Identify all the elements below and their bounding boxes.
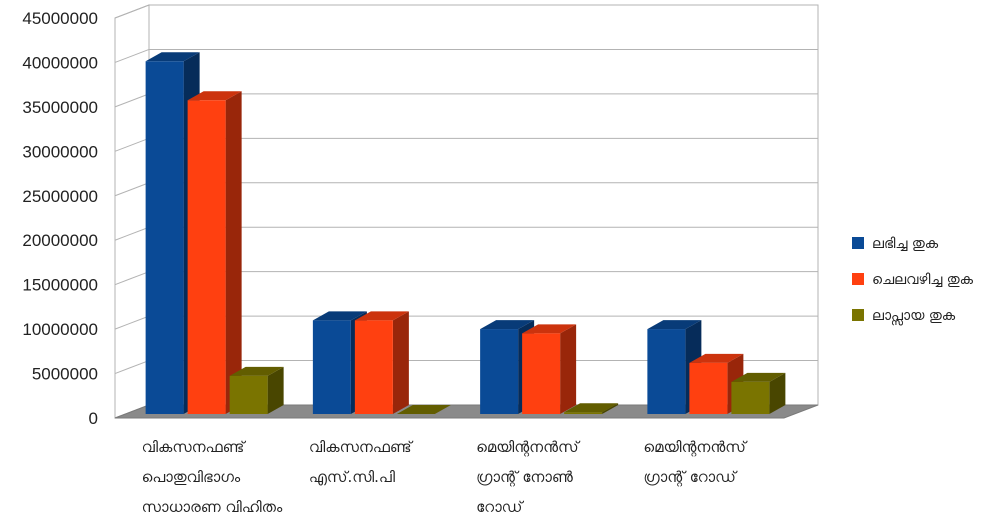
legend-swatch — [852, 237, 864, 249]
left-wall — [114, 4, 150, 419]
bar-side — [602, 403, 619, 414]
bar-side — [225, 91, 242, 415]
y-tick-label: 0 — [89, 409, 98, 428]
legend-swatch — [852, 309, 864, 321]
y-tick-label: 45000000 — [22, 9, 98, 28]
y-tick-label: 40000000 — [22, 53, 98, 72]
gridline-depth — [114, 4, 150, 19]
y-tick-label: 20000000 — [22, 231, 98, 250]
bar-front — [229, 375, 268, 414]
bar-front — [647, 329, 686, 414]
gridline-depth — [114, 360, 150, 375]
x-category-label: മെയിന്റനൻസ് ഗ്രാന്റ് നോൺ റോഡ് — [476, 438, 581, 516]
bar-side — [560, 324, 577, 414]
bar-front — [689, 362, 728, 414]
gridline-depth — [114, 315, 150, 330]
x-category-line: എസ്.സി.പി — [309, 468, 396, 486]
gridline-depth — [114, 182, 150, 197]
bar-side — [769, 372, 786, 414]
bar-front — [522, 333, 561, 414]
bar-front — [731, 381, 770, 414]
bar-top — [564, 403, 619, 413]
bar — [187, 91, 242, 415]
gridlines — [114, 4, 818, 419]
y-tick-label: 35000000 — [22, 98, 98, 117]
x-category-line: ഗ്രാന്റ് റോഡ് — [643, 468, 738, 487]
bar-top — [480, 320, 535, 330]
floor — [114, 404, 819, 419]
x-category-line: മെയിന്റനൻസ് — [476, 438, 581, 457]
bars — [145, 52, 786, 415]
bar-front — [564, 412, 603, 414]
bar-top — [354, 311, 409, 321]
y-axis-ticks: 0 5000000 10000000 15000000 20000000 25000000… — [22, 9, 98, 428]
y-tick-label: 15000000 — [22, 276, 98, 295]
bar-top — [396, 405, 451, 414]
gridline-depth — [114, 137, 150, 152]
bar-top — [647, 320, 702, 330]
chart-floor — [114, 404, 819, 419]
bar-top — [229, 366, 284, 376]
bar-side — [267, 366, 284, 414]
legend-swatch — [852, 273, 864, 285]
bar — [564, 403, 619, 414]
y-tick-label: 5000000 — [32, 365, 98, 384]
bar-front — [312, 320, 351, 414]
x-category-line: സാധാരണ വിഹിതം — [142, 498, 283, 516]
legend-label: ചെലവഴിച്ച തുക — [872, 272, 974, 288]
x-category-line: പൊതുവിഭാഗം — [142, 468, 241, 486]
x-category-line: മെയിന്റനൻസ് — [643, 438, 748, 457]
bar-top — [145, 52, 200, 62]
gridline-depth — [114, 271, 150, 286]
legend-label: ലഭിച്ച തുക — [872, 236, 939, 252]
x-category-label: വികസനഫണ്ട് പൊതുവിഭാഗം സാധാരണ വിഹിതം — [142, 438, 283, 516]
x-category-line: ഗ്രാന്റ് നോൺ — [476, 468, 573, 487]
gridline-depth — [114, 93, 150, 108]
x-category-line: റോഡ് — [476, 498, 525, 516]
bar-top — [731, 372, 786, 382]
x-category-label: മെയിന്റനൻസ് ഗ്രാന്റ് റോഡ് — [643, 438, 748, 487]
x-axis-labels: വികസനഫണ്ട് പൊതുവിഭാഗം സാധാരണ വിഹിതംവികസനഫണ… — [142, 438, 749, 516]
bar — [522, 324, 577, 414]
bar-top — [522, 324, 577, 334]
bar — [229, 366, 284, 414]
legend: ലഭിച്ച തുക ചെലവഴിച്ച തുക ലാപ്സായ തുക — [852, 236, 974, 326]
bar — [354, 311, 409, 414]
legend-label: ലാപ്സായ തുക — [872, 308, 956, 326]
bar-front — [145, 61, 184, 415]
bar-front — [480, 329, 519, 414]
x-category-line: വികസനഫണ്ട് — [142, 438, 247, 456]
bar-front — [354, 320, 393, 414]
gridline-depth — [114, 48, 150, 63]
bar-side — [392, 311, 409, 414]
x-category-label: വികസനഫണ്ട് എസ്.സി.പി — [309, 438, 414, 486]
y-tick-label: 25000000 — [22, 187, 98, 206]
bar-top — [312, 311, 367, 321]
y-tick-label: 30000000 — [22, 142, 98, 161]
bar-top — [689, 353, 744, 363]
gridline-depth — [114, 226, 150, 241]
bar — [396, 405, 451, 414]
bar-top — [187, 91, 242, 101]
bar-front — [187, 100, 226, 415]
bar — [731, 372, 786, 414]
x-category-line: വികസനഫണ്ട് — [309, 438, 414, 456]
bar — [647, 320, 702, 414]
y-tick-label: 10000000 — [22, 320, 98, 339]
